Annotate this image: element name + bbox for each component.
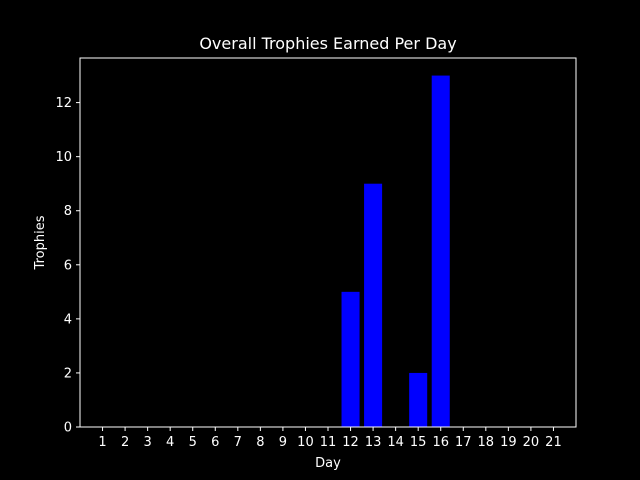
y-tick-label: 6: [64, 258, 72, 273]
x-tick-label: 8: [256, 435, 264, 450]
chart-title: Overall Trophies Earned Per Day: [199, 34, 456, 53]
y-tick-label: 8: [64, 204, 72, 219]
bar-day-13: [364, 183, 383, 427]
x-tick-label: 6: [211, 435, 219, 450]
x-tick-label: 21: [545, 435, 562, 450]
x-tick-label: 13: [365, 435, 382, 450]
x-tick-label: 5: [189, 435, 197, 450]
x-tick-label: 2: [121, 435, 129, 450]
y-axis-label: Trophies: [33, 215, 48, 270]
bar-day-12: [341, 291, 360, 427]
bars-group: [341, 75, 450, 428]
bar-day-15: [409, 372, 428, 427]
x-tick-label: 11: [320, 435, 337, 450]
x-axis: 1 2 3 4 5 6 7 8 9 10 11 12 13 14 15 16 17 18 19 20 21: [98, 427, 562, 450]
y-tick-label: 12: [55, 96, 72, 111]
x-tick-label: 19: [500, 435, 517, 450]
x-tick-label: 16: [432, 435, 449, 450]
x-tick-label: 10: [297, 435, 314, 450]
x-tick-label: 1: [98, 435, 106, 450]
x-tick-label: 12: [342, 435, 359, 450]
x-tick-label: 3: [143, 435, 151, 450]
x-tick-label: 14: [387, 435, 404, 450]
x-tick-label: 20: [523, 435, 540, 450]
y-tick-label: 4: [64, 312, 72, 327]
y-tick-label: 10: [55, 150, 72, 165]
x-tick-label: 7: [234, 435, 242, 450]
x-tick-label: 17: [455, 435, 472, 450]
x-tick-label: 15: [410, 435, 427, 450]
plot-area: [80, 58, 576, 427]
x-axis-label: Day: [315, 456, 341, 471]
y-axis: 0 2 4 6 8 10 12: [55, 96, 80, 436]
x-tick-label: 4: [166, 435, 174, 450]
y-tick-label: 2: [64, 366, 72, 381]
x-tick-label: 9: [279, 435, 287, 450]
y-tick-label: 0: [64, 421, 72, 436]
bar-day-16: [431, 75, 450, 428]
x-tick-label: 18: [478, 435, 495, 450]
